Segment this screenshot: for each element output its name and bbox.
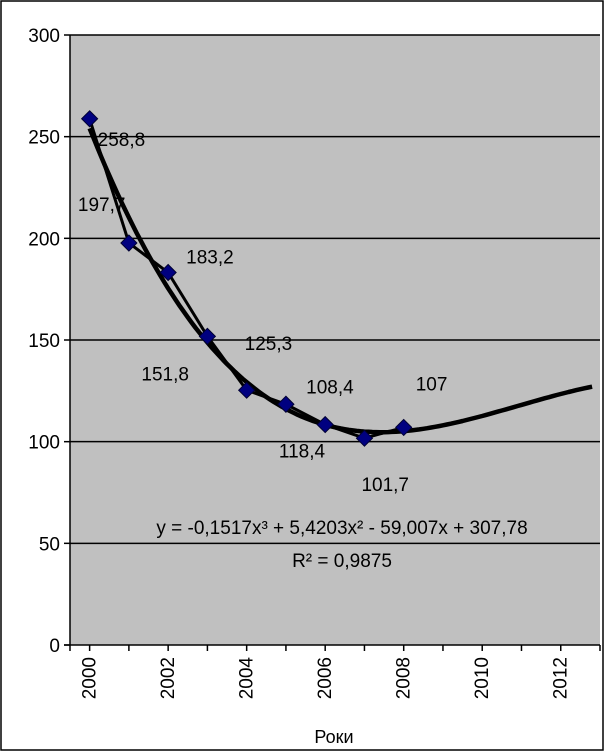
- data-point: [277, 395, 295, 413]
- y-tick-label: 0: [49, 636, 60, 657]
- data-point: [316, 415, 334, 434]
- y-tick-label: 200: [28, 229, 60, 250]
- data-point: [120, 234, 138, 252]
- data-point: [355, 429, 374, 447]
- data-point: [80, 110, 99, 128]
- data-point: [237, 381, 256, 399]
- x-tick-label: 2012: [551, 657, 572, 699]
- trendline-r2: R² = 0,9875: [292, 551, 392, 572]
- x-tick-label: 2002: [158, 657, 179, 699]
- data-label: 118,4: [279, 441, 326, 462]
- data-label: 107: [416, 374, 448, 395]
- data-point: [198, 327, 217, 346]
- x-tick-label: 2010: [472, 657, 493, 699]
- data-label: 258,8: [98, 130, 146, 151]
- data-label: 108,4: [306, 378, 354, 399]
- x-tick-label: 2004: [237, 657, 258, 700]
- data-label: 197,7: [78, 195, 126, 216]
- x-tick-label: 2006: [315, 657, 336, 699]
- y-tick-label: 300: [28, 26, 60, 47]
- trendline: [87, 127, 593, 435]
- data-point: [394, 418, 413, 437]
- x-tick-label: 2008: [394, 657, 415, 699]
- data-label: 125,3: [245, 334, 293, 355]
- y-tick-label: 100: [28, 433, 60, 454]
- x-axis-label: Роки: [314, 727, 353, 747]
- data-label: 151,8: [141, 364, 189, 385]
- data-point: [159, 263, 177, 282]
- y-tick-label: 250: [28, 128, 60, 149]
- y-tick-label: 150: [28, 331, 60, 352]
- data-label: 183,2: [186, 247, 234, 268]
- trendline-equation: y = -0,1517x³ + 5,4203x² - 59,007x + 307…: [156, 518, 527, 539]
- y-tick-label: 50: [39, 534, 60, 555]
- data-label: 101,7: [361, 475, 409, 496]
- x-tick-label: 2000: [80, 657, 101, 699]
